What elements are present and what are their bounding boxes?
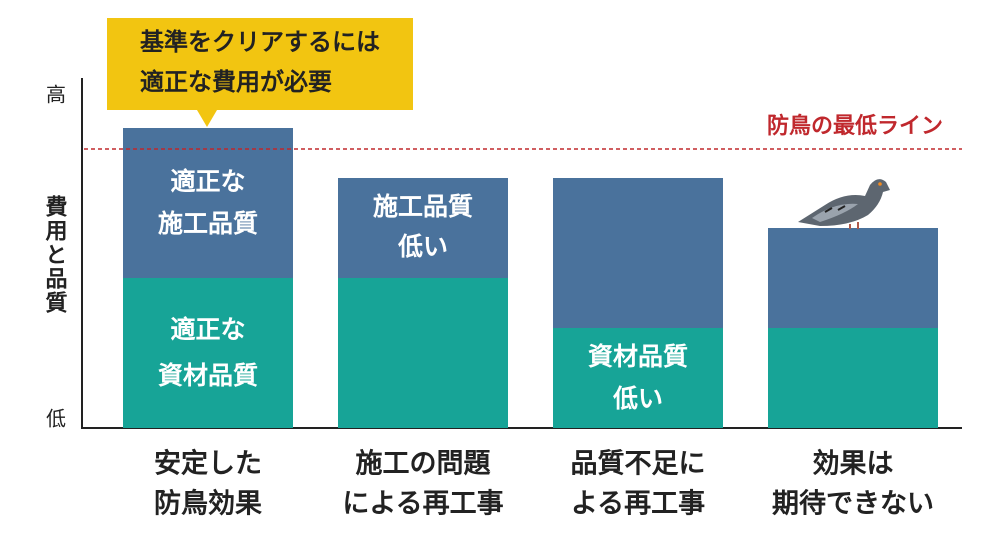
pigeon (798, 179, 890, 229)
caption: 安定した (154, 448, 262, 480)
bar-bottom (338, 278, 508, 428)
caption: 期待できない (772, 489, 934, 520)
bar-text: 適正な (170, 167, 245, 196)
callout-text: 基準をクリアするには (140, 28, 380, 56)
caption: 品質不足に (571, 449, 706, 480)
bar-top (553, 178, 723, 328)
axis-high: 高 (46, 83, 66, 107)
bar-top (768, 228, 938, 328)
axis-low: 低 (46, 407, 66, 431)
axis-label: 費用と品質 (42, 195, 68, 315)
bar-text: 施工品質 (373, 192, 473, 221)
threshold-label: 防鳥の最低ライン (767, 113, 943, 139)
caption: よる再工事 (571, 489, 705, 520)
caption: 施工の問題 (356, 449, 492, 480)
bar-text: 適正な (170, 315, 245, 344)
bar-text: 低い (612, 384, 663, 413)
bar-top (123, 128, 293, 278)
bar-text: 資材品質 (588, 342, 688, 371)
bar-bottom (123, 278, 293, 428)
bar-bottom (768, 328, 938, 428)
callout-text: 適正な費用が必要 (140, 68, 332, 96)
bar-text: 資材品質 (158, 361, 258, 390)
callout-pointer (197, 110, 217, 127)
caption: 効果は (813, 448, 894, 480)
callout-box (107, 18, 413, 110)
caption: による再工事 (342, 489, 503, 520)
bar-bottom (553, 328, 723, 428)
bar-text: 低い (397, 232, 448, 261)
bar-text: 施工品質 (158, 209, 258, 238)
caption: 防鳥効果 (154, 488, 262, 520)
bar-top (338, 178, 508, 278)
